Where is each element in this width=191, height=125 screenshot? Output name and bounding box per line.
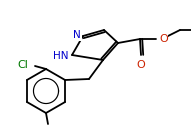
Text: O: O (137, 60, 145, 70)
Text: HN: HN (53, 51, 69, 61)
Text: Cl: Cl (17, 60, 28, 70)
Text: O: O (159, 34, 168, 44)
Text: N: N (73, 30, 81, 40)
